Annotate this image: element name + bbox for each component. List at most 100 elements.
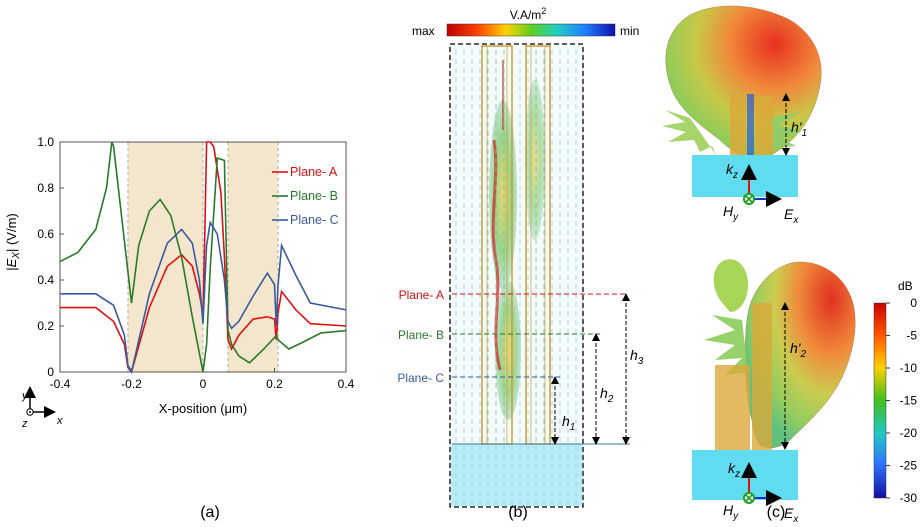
height-arrows (551, 293, 630, 445)
h1p-sub: 1 (801, 128, 807, 139)
y-tick-label: 0.2 (37, 319, 54, 333)
colorbar-max-label: max (412, 24, 435, 38)
axis-triad: y z x (21, 386, 63, 430)
hy-top-sub: y (732, 212, 739, 223)
gold-block-bottom-1 (715, 365, 750, 450)
h2p-sub: 2 (799, 349, 806, 360)
gap-top (747, 94, 754, 155)
colorbar-c: dB 0 -5 -10 -15 -20 -25 -30 (873, 279, 917, 505)
y-tick-label: 0.8 (37, 181, 54, 195)
h3-label: h3 (630, 347, 644, 367)
hy-top-h: H (723, 203, 734, 219)
colorbar-b: max min V.A/m2 (412, 6, 639, 38)
series-line-3 (60, 220, 347, 375)
legend-label: Plane- B (290, 189, 338, 203)
colorbar-tick-label: -10 (900, 361, 918, 375)
h2p-text: h' (790, 340, 802, 356)
plane-c-label: Plane- C (397, 371, 444, 385)
ex-bottom: Ex (784, 505, 799, 525)
kz-bot-k: k (728, 460, 736, 476)
side-lobes-bottom (704, 315, 748, 375)
caption-c: (c) (767, 504, 786, 521)
h2-sub: 2 (607, 394, 614, 405)
series-line-2 (59, 141, 347, 373)
kz-top: kz (726, 161, 738, 181)
radiation-pattern-bottom: h'2 kz Hy Ex (692, 259, 856, 525)
x-axis-label: X-position (μm) (159, 401, 247, 416)
ex-top-e: E (784, 206, 794, 222)
y-tick-label: 0.4 (37, 273, 54, 287)
y-tick-label: 0.6 (37, 227, 54, 241)
h1-prime-label: h'1 (791, 119, 807, 139)
substrate-b (451, 444, 582, 506)
kz-top-k: k (726, 161, 734, 177)
gold-block-bottom-2 (752, 303, 772, 450)
ex-bot-e: E (784, 505, 794, 521)
colorbar-tick-label: -15 (900, 394, 918, 408)
h1p-text: h' (791, 119, 803, 135)
colorbar-tick-label: 0 (910, 296, 917, 310)
x-tick-label: 0.4 (338, 377, 355, 391)
substrate-bottom (692, 450, 798, 500)
h2-text: h (600, 385, 608, 401)
colorbar-tick-label: -5 (906, 329, 917, 343)
plane-markers: Plane- A Plane- B Plane- C (397, 288, 630, 445)
h1-label: h1 (562, 413, 575, 433)
x-tick-label: 0.2 (266, 377, 283, 391)
y-tick-label: 1.0 (37, 135, 54, 149)
gold-block-top-2 (755, 96, 773, 155)
x-tick-label: -0.2 (121, 377, 142, 391)
ex-top-sub: x (792, 215, 799, 226)
colorbar-min-label: min (620, 24, 639, 38)
substrate-top (692, 155, 798, 197)
simulation-domain (449, 43, 584, 508)
axis-x-letter: x (56, 415, 63, 427)
colorbar-unit: V.A/m2 (510, 6, 547, 22)
kz-bottom: kz (728, 460, 740, 480)
colorbar-tick-label: -30 (900, 491, 918, 505)
line-chart: -0.4 -0.2 0 0.2 0.4 0 0.2 0.4 0.6 0.8 1.0 Plane- A P… (37, 135, 354, 391)
hy-top: Hy (723, 203, 739, 223)
radiation-pattern-top: h'1 kz Hy Ex (662, 5, 822, 226)
caption-a: (a) (200, 504, 220, 521)
colorbar-c-unit: dB (898, 279, 913, 293)
h2-label: h2 (600, 385, 614, 405)
panel-a: -0.4 -0.2 0 0.2 0.4 0 0.2 0.4 0.6 0.8 1.0 Plane- A P… (4, 135, 355, 521)
h3-text: h (630, 347, 638, 363)
h1-sub: 1 (570, 422, 576, 433)
x-tick-label: 0 (200, 377, 207, 391)
colorbar-unit-sup: 2 (541, 6, 546, 16)
field-hotspot-3 (525, 80, 545, 240)
hy-bot-sub: y (732, 511, 739, 522)
plane-a-label: Plane- A (399, 288, 444, 302)
axis-z-letter: z (21, 418, 28, 430)
plane-b-label: Plane- B (398, 328, 444, 342)
panel-b: max min V.A/m2 Plane- A Plane- B Pla (397, 6, 643, 521)
h2-prime-label: h'2 (790, 340, 806, 360)
y-axis-label: |EX| (V/m) (4, 213, 22, 271)
h1-text: h (562, 413, 570, 429)
panel-c: h'1 kz Hy Ex h'2 kz Hy Ex (662, 5, 917, 525)
y-tick-label: 0 (47, 365, 54, 379)
x-tick-label: -0.4 (50, 377, 71, 391)
ex-bot-sub: x (792, 514, 799, 525)
colorbar-c-ticks: 0 -5 -10 -15 -20 -25 -30 (886, 296, 917, 505)
hy-bot-h: H (723, 502, 734, 518)
kz-top-sub: z (732, 170, 738, 181)
hy-bottom: Hy (723, 502, 739, 522)
legend-label: Plane- A (290, 165, 338, 179)
gold-block-top-1 (730, 94, 746, 155)
legend-label: Plane- C (290, 213, 339, 227)
side-lobes-top (662, 110, 716, 155)
caption-b: (b) (508, 504, 528, 521)
kz-bot-sub: z (734, 469, 740, 480)
colorbar-tick-label: -20 (900, 426, 918, 440)
h3-sub: 3 (638, 356, 644, 367)
colorbar-unit-text: V.A/m (510, 8, 542, 22)
field-hotspot-2 (495, 280, 521, 420)
ex-top: Ex (784, 206, 799, 226)
shaded-region (228, 142, 279, 372)
axis-y-letter: y (21, 390, 29, 402)
lobe-bottom-left (713, 259, 748, 312)
